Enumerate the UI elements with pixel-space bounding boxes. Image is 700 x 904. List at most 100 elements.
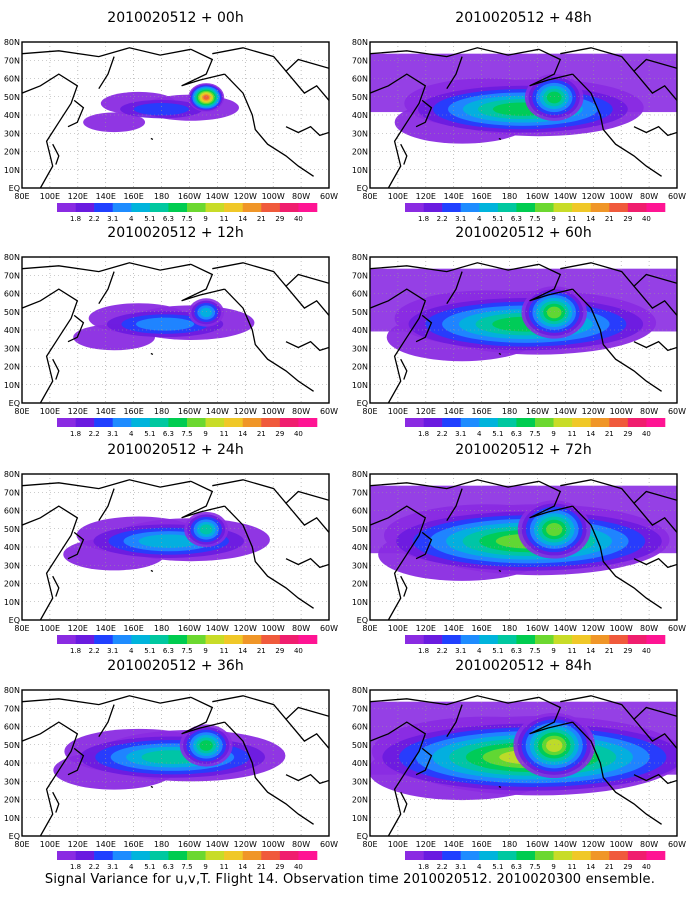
lon-label: 80W [292, 624, 310, 633]
colorbar-label: 2.2 [437, 647, 448, 655]
lat-label: 30N [352, 129, 368, 138]
lon-label: 180 [154, 624, 169, 633]
colorbar-label: 7.5 [529, 430, 540, 438]
lat-label: 60N [352, 723, 368, 732]
colorbar-label: 6.3 [163, 863, 174, 871]
colorbar-label: 6.3 [511, 647, 522, 655]
variance-field [370, 42, 677, 188]
colorbar-swatch [442, 851, 462, 860]
colorbar-label: 4 [477, 647, 482, 655]
lon-label: 100W [610, 840, 633, 849]
lat-label: 40N [4, 759, 20, 768]
lon-label: 120E [68, 840, 88, 849]
lon-label: 160E [123, 192, 143, 201]
lat-label: 60N [4, 723, 20, 732]
lon-label: 140E [96, 840, 116, 849]
lat-label: 10N [352, 814, 368, 823]
lon-label: 140E [444, 192, 464, 201]
lat-label: 30N [4, 129, 20, 138]
variance-field [22, 42, 329, 188]
lat-label: 70N [352, 488, 368, 497]
lon-label: 140W [554, 407, 577, 416]
lon-label: 120E [68, 624, 88, 633]
lon-label: 140E [96, 192, 116, 201]
colorbar-swatch [75, 203, 95, 212]
colorbar-swatch [572, 635, 592, 644]
colorbar-label: 7.5 [529, 215, 540, 223]
lon-label: 80W [640, 407, 658, 416]
lat-label: 80N [4, 253, 20, 262]
lat-label: 60N [352, 507, 368, 516]
lon-label: 160W [178, 407, 201, 416]
map-panel: 2010020512 + 12h 80N 70N 60N 50N 40N 30N 20N 10N… [4, 225, 338, 438]
colorbar-label: 5.1 [492, 430, 503, 438]
lat-label: 30N [4, 561, 20, 570]
colorbar-swatch [460, 203, 480, 212]
lon-label: 160E [471, 840, 491, 849]
colorbar-swatch [590, 418, 610, 427]
lon-label: 180 [154, 407, 169, 416]
colorbar-label: 4 [129, 215, 134, 223]
lat-label: 40N [4, 326, 20, 335]
lat-label: 50N [4, 741, 20, 750]
colorbar-swatch [553, 635, 573, 644]
colorbar-swatch [187, 203, 206, 212]
lat-label: 10N [4, 381, 20, 390]
colorbar-swatch [168, 418, 188, 427]
colorbar-swatch [261, 635, 281, 644]
colorbar-swatch [75, 851, 95, 860]
map-panel: 2010020512 + 00h 80N 70N 60N 50N 40N 30N 20N 10N… [4, 10, 338, 223]
colorbar-label: 5.1 [492, 647, 503, 655]
colorbar-label: 29 [623, 647, 632, 655]
colorbar-swatch [405, 851, 424, 860]
colorbar-label: 9 [551, 863, 555, 871]
colorbar-swatch [572, 203, 592, 212]
lat-label: 80N [352, 686, 368, 695]
colorbar: 1.8 2.2 3.1 4 5.1 6.3 7.5 9 11 14 21 29 40 [57, 851, 318, 871]
colorbar-swatch [646, 635, 666, 644]
colorbar-swatch [149, 203, 169, 212]
colorbar-swatch [112, 418, 132, 427]
colorbar-swatch [646, 203, 666, 212]
colorbar-swatch [94, 203, 114, 212]
lon-label: 100E [40, 192, 60, 201]
lon-label: 160W [526, 407, 549, 416]
lat-label: 60N [352, 75, 368, 84]
colorbar-swatch [205, 203, 225, 212]
panel-title: 2010020512 + 60h [455, 225, 591, 241]
colorbar-swatch [187, 851, 206, 860]
colorbar-label: 11 [568, 863, 577, 871]
lon-label: 160E [123, 840, 143, 849]
colorbar-swatch [442, 203, 462, 212]
colorbar-swatch [590, 203, 610, 212]
lon-label: 80E [362, 840, 377, 849]
lon-label: 80E [362, 407, 377, 416]
colorbar-label: 11 [220, 430, 229, 438]
colorbar-label: 14 [586, 647, 595, 655]
colorbar: 1.8 2.2 3.1 4 5.1 6.3 7.5 9 11 14 21 29 40 [405, 851, 666, 871]
colorbar-swatch [646, 418, 666, 427]
colorbar-label: 1.8 [70, 647, 81, 655]
lat-label: EQ [9, 399, 20, 408]
lat-label: 50N [4, 525, 20, 534]
colorbar: 1.8 2.2 3.1 4 5.1 6.3 7.5 9 11 14 21 29 40 [405, 418, 666, 438]
lat-label: 70N [4, 271, 20, 280]
colorbar-label: 29 [275, 863, 284, 871]
lon-label: 100E [40, 407, 60, 416]
lon-label: 160E [123, 407, 143, 416]
lon-label: 120E [68, 407, 88, 416]
colorbar-label: 3.1 [107, 863, 118, 871]
colorbar-label: 6.3 [511, 430, 522, 438]
colorbar-swatch [94, 635, 114, 644]
colorbar-label: 14 [238, 215, 247, 223]
colorbar-label: 2.2 [437, 863, 448, 871]
lat-label: 40N [352, 326, 368, 335]
colorbar-label: 9 [203, 215, 207, 223]
colorbar-swatch [423, 418, 443, 427]
colorbar-swatch [168, 203, 188, 212]
lat-label: 20N [352, 796, 368, 805]
lon-label: 160E [123, 624, 143, 633]
colorbar-swatch [553, 418, 573, 427]
panel-title: 2010020512 + 48h [455, 10, 591, 26]
colorbar-swatch [423, 851, 443, 860]
